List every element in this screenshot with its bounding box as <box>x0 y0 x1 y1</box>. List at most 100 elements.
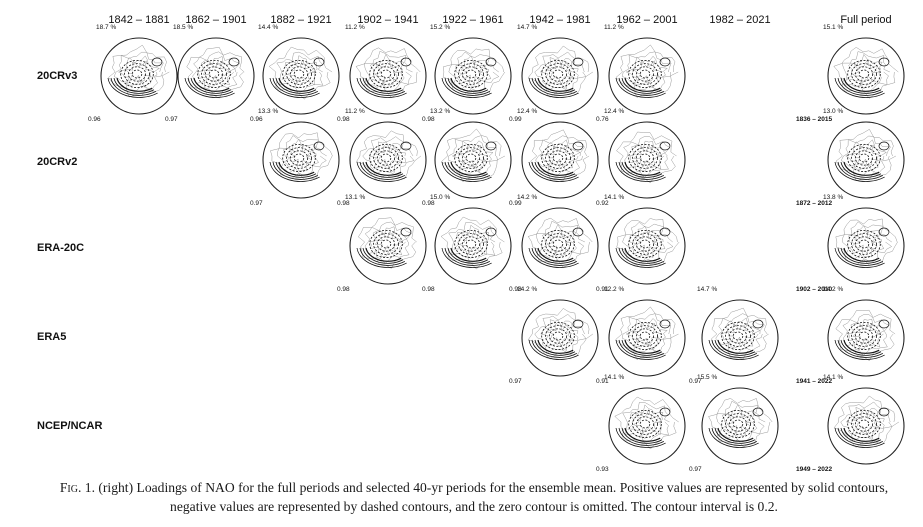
full-period-panel: 13.0 % 1872 – 2012 <box>796 108 911 207</box>
figure-label: Fig. 1. <box>59 480 95 495</box>
polar-map <box>608 121 686 199</box>
variance-label: 13.1 % <box>345 194 366 201</box>
correlation-label: 0.97 <box>250 200 263 207</box>
polar-map <box>701 299 779 377</box>
nao-map-panel: 14.2 % 0.97 <box>509 286 605 385</box>
variance-label: 14.1 % <box>823 374 844 381</box>
period-header: 1902 – 1941 <box>357 14 419 26</box>
period-range-label: 1836 – 2015 <box>796 116 833 123</box>
polar-map <box>177 37 255 115</box>
polar-map <box>521 299 599 377</box>
polar-map <box>521 121 599 199</box>
variance-label: 14.2 % <box>517 194 538 201</box>
nao-map-panel: 11.2 % 0.98 <box>337 24 433 123</box>
polar-map <box>521 37 599 115</box>
nao-map-panel: 18.5 % 0.97 <box>165 24 261 123</box>
correlation-label: 0.98 <box>337 286 350 293</box>
correlation-label: 0.98 <box>337 116 350 123</box>
nao-map-panel: 15.5 % 0.97 <box>689 374 785 473</box>
polar-map <box>262 37 340 115</box>
nao-map-panel: 18.7 % 0.96 <box>88 24 184 123</box>
correlation-label: 0.96 <box>250 116 263 123</box>
variance-label: 13.3 % <box>258 108 279 115</box>
period-header: Full period <box>840 14 892 26</box>
dataset-label: 20CRv3 <box>37 70 78 82</box>
dataset-label: ERA-20C <box>37 242 85 254</box>
dataset-label: NCEP/NCAR <box>37 420 103 432</box>
polar-map <box>349 121 427 199</box>
correlation-label: 0.99 <box>509 116 522 123</box>
dataset-label: 20CRv2 <box>37 156 78 168</box>
polar-map <box>827 121 905 199</box>
nao-map-panel: 14.7 % 0.99 <box>509 24 605 123</box>
correlation-label: 0.97 <box>509 378 522 385</box>
full-period-panel: 13.8 % 1902 – 2010 <box>796 194 911 293</box>
variance-label: 13.8 % <box>823 194 844 201</box>
variance-label: 15.2 % <box>430 24 451 31</box>
variance-label: 18.5 % <box>173 24 194 31</box>
variance-label: 12.4 % <box>604 108 625 115</box>
variance-label: 14.2 % <box>823 286 844 293</box>
nao-map-panel: 13.2 % 0.98 <box>422 108 518 207</box>
period-range-label: 1941 – 2022 <box>796 378 833 385</box>
polar-map <box>701 387 779 465</box>
correlation-label: 0.98 <box>422 286 435 293</box>
period-header: 1942 – 1981 <box>529 14 591 26</box>
nao-map-panel: 12.4 % 0.92 <box>596 108 692 207</box>
full-period-panel: 14.1 % 1949 – 2022 <box>796 374 911 473</box>
correlation-label: 0.91 <box>596 286 609 293</box>
polar-map <box>608 207 686 285</box>
variance-label: 18.7 % <box>96 24 117 31</box>
period-header: 1982 – 2021 <box>709 14 771 26</box>
correlation-label: 0.97 <box>689 466 702 473</box>
nao-map-panel: 14.2 % 0.98 <box>509 194 605 293</box>
period-header: 1882 – 1921 <box>270 14 332 26</box>
polar-map <box>434 121 512 199</box>
period-header: 1962 – 2001 <box>616 14 678 26</box>
period-header: 1842 – 1881 <box>108 14 170 26</box>
correlation-label: 0.93 <box>596 466 609 473</box>
variance-label: 14.7 % <box>517 24 538 31</box>
variance-label: 14.4 % <box>258 24 279 31</box>
nao-map-panel: 13.3 % 0.97 <box>250 108 346 207</box>
variance-label: 13.0 % <box>823 108 844 115</box>
nao-map-panel: 12.4 % 0.99 <box>509 108 605 207</box>
polar-map <box>434 37 512 115</box>
nao-map-panel: 15.2 % 0.98 <box>422 24 518 123</box>
nao-map-panel: 11.2 % 0.98 <box>337 108 433 207</box>
period-range-label: 1949 – 2022 <box>796 466 833 473</box>
period-header: 1922 – 1961 <box>442 14 504 26</box>
polar-map <box>827 387 905 465</box>
nao-map-panel: 14.4 % 0.96 <box>250 24 346 123</box>
variance-label: 11.2 % <box>345 108 365 115</box>
variance-label: 14.2 % <box>517 286 538 293</box>
variance-label: 12.2 % <box>604 286 625 293</box>
full-period-panel: 14.2 % 1941 – 2022 <box>796 286 911 385</box>
correlation-label: 0.96 <box>88 116 101 123</box>
correlation-label: 0.98 <box>337 200 350 207</box>
figure-caption: Fig. 1. (right) Loadings of NAO for the … <box>44 478 904 516</box>
nao-loadings-figure: 1842 – 1881 1862 – 1901 1882 – 1921 1902 – … <box>37 14 911 473</box>
correlation-label: 0.97 <box>165 116 178 123</box>
polar-map <box>521 207 599 285</box>
nao-map-panel: 14.1 % 0.93 <box>596 374 692 473</box>
correlation-label: 0.92 <box>596 200 609 207</box>
nao-map-panel: 14.1 % 0.91 <box>596 194 692 293</box>
period-range-label: 1902 – 2010 <box>796 286 833 293</box>
polar-map <box>608 299 686 377</box>
variance-label: 13.2 % <box>430 108 451 115</box>
correlation-label: 0.76 <box>596 116 609 123</box>
polar-map <box>262 121 340 199</box>
polar-map <box>349 37 427 115</box>
polar-map <box>827 207 905 285</box>
variance-label: 15.1 % <box>823 24 844 31</box>
polar-map <box>827 299 905 377</box>
nao-map-panel: 15.0 % 0.98 <box>422 194 518 293</box>
period-range-label: 1872 – 2012 <box>796 200 833 207</box>
correlation-label: 0.98 <box>422 200 435 207</box>
correlation-label: 0.99 <box>509 200 522 207</box>
nao-map-panel: 13.1 % 0.98 <box>337 194 433 293</box>
correlation-label: 0.98 <box>509 286 522 293</box>
nao-map-panel: 14.7 % 0.97 <box>689 286 785 385</box>
variance-label: 15.5 % <box>697 374 718 381</box>
